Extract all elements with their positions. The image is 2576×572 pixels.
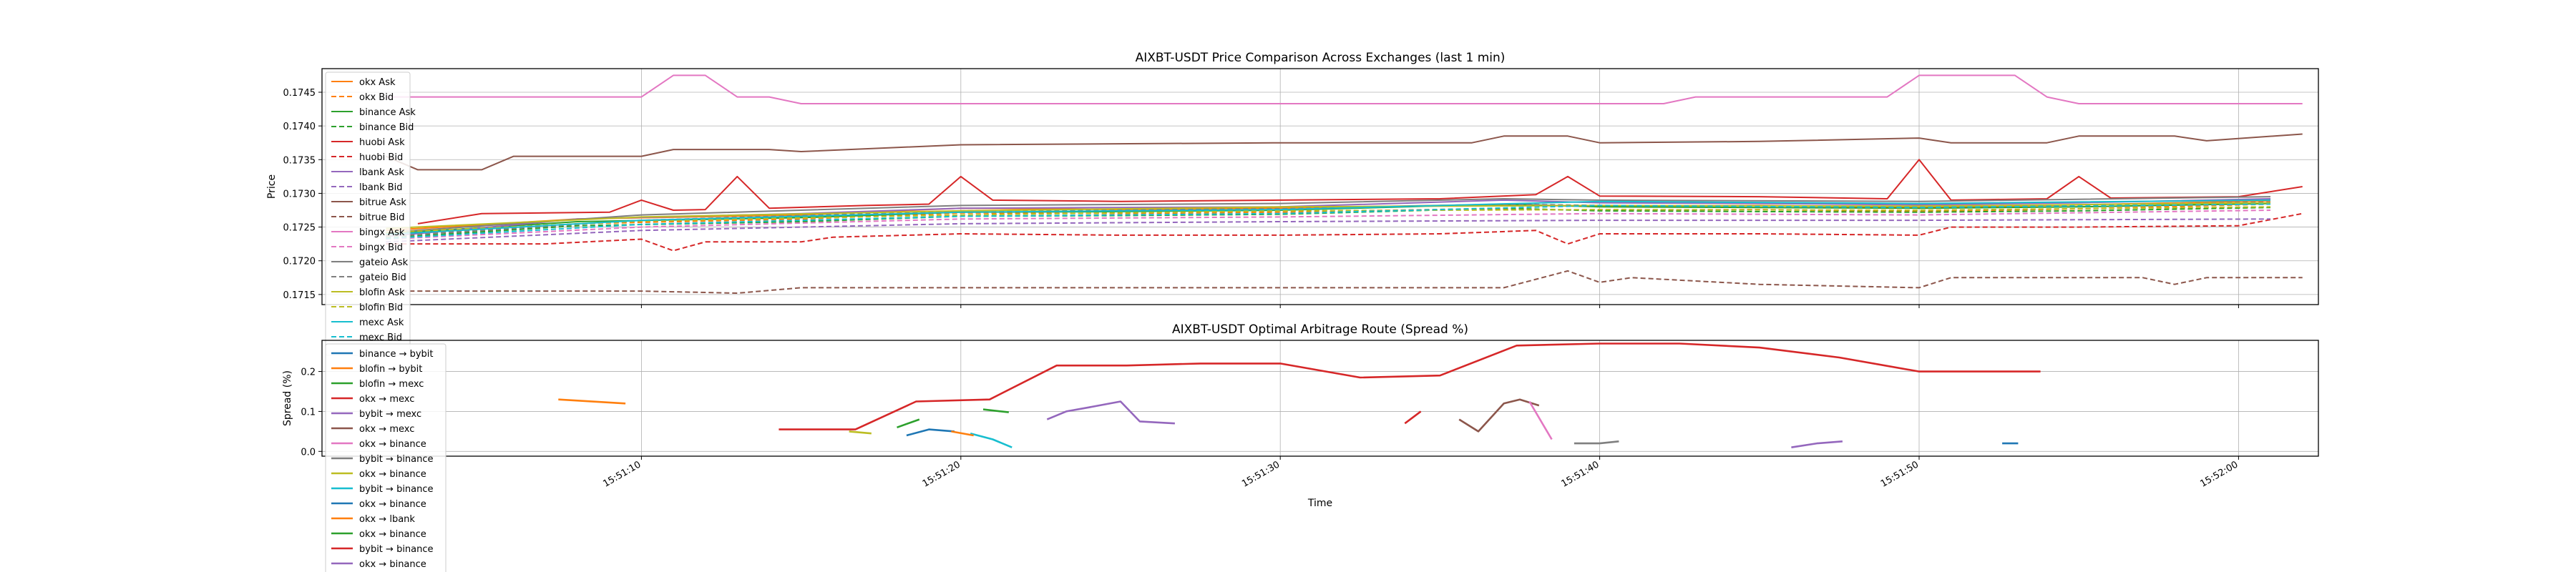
spread-legend-label: bybit → binance bbox=[359, 484, 434, 495]
spread-legend-label: binance → bybit bbox=[359, 349, 434, 360]
price-y-axis-label: Price bbox=[266, 174, 278, 199]
price-y-tick-label: 0.1740 bbox=[283, 122, 316, 132]
spread-series-line bbox=[558, 398, 626, 405]
price-y-ticks: 0.1715 0.1720 0.1725 0.1730 0.1735 0.1740 0.17… bbox=[283, 88, 2239, 308]
spread-legend-label: okx → binance bbox=[359, 499, 426, 510]
price-legend-label: bingx Ask bbox=[359, 227, 405, 238]
price-series-line bbox=[386, 212, 2303, 252]
spread-series-line bbox=[1404, 410, 1422, 425]
spread-legend-label: okx → binance bbox=[359, 439, 426, 450]
spread-legend-label: okx → lbank bbox=[359, 514, 415, 525]
spread-series-line bbox=[951, 430, 974, 437]
spread-y-ticks: 0.0 0.1 0.2 bbox=[301, 368, 322, 458]
spread-grid bbox=[322, 340, 2318, 456]
price-legend-label: huobi Bid bbox=[359, 152, 403, 163]
spread-y-tick-label: 0.1 bbox=[301, 407, 316, 418]
price-legend-label: gateio Ask bbox=[359, 257, 409, 268]
spread-chart-title: AIXBT-USDT Optimal Arbitrage Route (Spre… bbox=[1172, 322, 1468, 337]
spread-y-tick-label: 0.0 bbox=[301, 447, 316, 458]
spread-series-line bbox=[1458, 398, 1540, 433]
spread-legend-label: okx → mexc bbox=[359, 394, 414, 405]
spread-series-line bbox=[970, 432, 1013, 448]
arbitrage-spread-chart: 0.00.10.2 15:51:10 15:51:20 15:51:30 15:51:… bbox=[282, 322, 2319, 572]
price-legend-label: bitrue Ask bbox=[359, 197, 406, 208]
spread-series-line bbox=[1046, 400, 1175, 425]
spread-legend-label: okx → mexc bbox=[359, 424, 414, 435]
spread-legend-label: bybit → binance bbox=[359, 544, 434, 555]
spread-legend-label: okx → binance bbox=[359, 529, 426, 540]
price-y-tick-label: 0.1720 bbox=[283, 257, 316, 267]
price-series-line bbox=[386, 203, 2271, 236]
price-series-line bbox=[386, 196, 2271, 234]
spread-series-line bbox=[779, 342, 2041, 430]
price-legend-label: okx Ask bbox=[359, 77, 396, 88]
price-legend-label: gateio Bid bbox=[359, 272, 406, 283]
spread-series-line bbox=[906, 428, 955, 437]
spread-legend-label: blofin → mexc bbox=[359, 379, 424, 390]
price-legend-label: mexc Bid bbox=[359, 332, 402, 343]
spread-x-tick-label: 15:52:00 bbox=[2198, 459, 2240, 489]
spread-x-tick-label: 15:51:50 bbox=[1879, 459, 1921, 489]
price-series-line bbox=[386, 209, 2271, 240]
spread-series-line bbox=[1574, 440, 1619, 445]
price-series bbox=[385, 74, 2303, 294]
price-series-line bbox=[386, 199, 2271, 235]
spread-x-axis-label: Time bbox=[1307, 498, 1332, 509]
spread-x-tick-label: 15:51:40 bbox=[1560, 459, 1601, 489]
spread-series-line bbox=[982, 408, 1009, 413]
spread-legend-label: bybit → mexc bbox=[359, 409, 421, 420]
price-y-tick-label: 0.1730 bbox=[283, 189, 316, 199]
price-legend-label: blofin Bid bbox=[359, 302, 403, 313]
price-comparison-chart: 0.1715 0.1720 0.1725 0.1730 0.1735 0.1740 0.17… bbox=[266, 51, 2319, 356]
spread-series-line bbox=[1528, 400, 1553, 440]
spread-x-tick-label: 15:51:20 bbox=[921, 459, 962, 489]
price-legend-label: bitrue Bid bbox=[359, 212, 404, 223]
price-series-line bbox=[386, 270, 2303, 294]
price-legend-label: mexc Ask bbox=[359, 317, 404, 328]
spread-x-tick-label: 15:51:10 bbox=[601, 459, 643, 489]
price-series-line bbox=[386, 203, 2271, 240]
price-legend-label: bingx Bid bbox=[359, 242, 403, 253]
price-chart-title: AIXBT-USDT Price Comparison Across Excha… bbox=[1136, 51, 1506, 65]
price-legend: okx Ask okx Bid binance Ask binance Bid huob… bbox=[325, 72, 416, 356]
spread-x-ticks: 15:51:10 15:51:20 15:51:30 15:51:40 15:51:50… bbox=[601, 456, 2240, 490]
spread-y-axis-label: Spread (%) bbox=[282, 370, 293, 426]
spread-series-line bbox=[897, 418, 920, 429]
price-y-tick-label: 0.1745 bbox=[283, 88, 316, 99]
spread-legend: binance → bybit blofin → bybit blofin → me… bbox=[325, 343, 447, 572]
spread-plot-frame bbox=[321, 340, 2319, 457]
spread-series bbox=[558, 342, 2041, 448]
price-legend-label: lbank Ask bbox=[359, 167, 404, 178]
price-legend-label: huobi Ask bbox=[359, 137, 405, 148]
price-y-tick-label: 0.1725 bbox=[283, 223, 316, 234]
spread-series-line bbox=[849, 430, 872, 435]
spread-legend-label: okx → binance bbox=[359, 559, 426, 570]
spread-series-line bbox=[1791, 440, 1843, 448]
price-series-line bbox=[386, 207, 2271, 239]
spread-y-tick-label: 0.2 bbox=[301, 368, 316, 378]
price-plot-frame bbox=[321, 68, 2319, 305]
price-y-tick-label: 0.1715 bbox=[283, 290, 316, 301]
spread-legend-label: okx → binance bbox=[359, 469, 426, 480]
spread-legend-label: blofin → bybit bbox=[359, 364, 422, 375]
spread-legend-box bbox=[325, 343, 447, 572]
spread-x-tick-label: 15:51:30 bbox=[1240, 459, 1282, 489]
price-series-line bbox=[386, 218, 2271, 243]
price-series-line bbox=[385, 133, 2303, 171]
price-series-line bbox=[386, 74, 2303, 104]
price-series-line bbox=[417, 159, 2303, 225]
price-legend-label: binance Ask bbox=[359, 107, 416, 118]
spread-legend-label: bybit → binance bbox=[359, 454, 434, 465]
price-legend-label: binance Bid bbox=[359, 122, 414, 133]
price-legend-label: okx Bid bbox=[359, 92, 394, 103]
price-series-line bbox=[386, 202, 2271, 230]
price-legend-label: lbank Bid bbox=[359, 182, 403, 193]
price-y-tick-label: 0.1735 bbox=[283, 155, 316, 166]
price-legend-label: blofin Ask bbox=[359, 287, 405, 298]
